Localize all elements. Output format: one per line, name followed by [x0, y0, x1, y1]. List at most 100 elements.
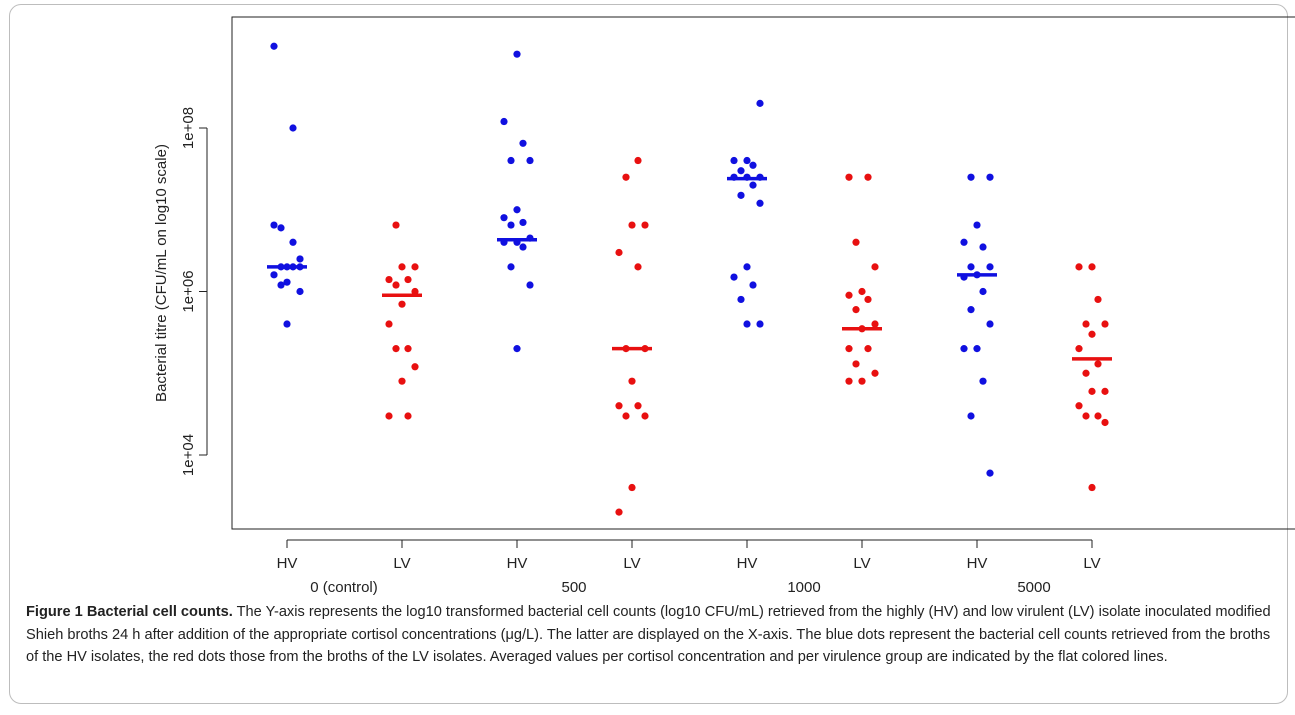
x-tick-label: LV — [1083, 555, 1100, 572]
lv-data-point — [1094, 296, 1101, 303]
hv-data-point — [979, 288, 986, 295]
lv-data-point — [864, 296, 871, 303]
x-tick-label: LV — [623, 555, 640, 572]
hv-data-point — [756, 100, 763, 107]
lv-data-point — [864, 345, 871, 352]
hv-data-point — [507, 157, 514, 164]
lv-data-point — [1075, 263, 1082, 270]
hv-data-point — [979, 243, 986, 250]
hv-data-point — [756, 200, 763, 207]
lv-data-point — [1101, 419, 1108, 426]
lv-data-point — [852, 360, 859, 367]
plot-area — [232, 17, 1295, 529]
hv-data-point — [967, 306, 974, 313]
lv-data-point — [845, 345, 852, 352]
hv-data-point — [526, 157, 533, 164]
hv-data-point — [513, 51, 520, 58]
hv-data-point — [519, 140, 526, 147]
y-tick-label: 1e+08 — [180, 107, 197, 149]
lv-data-point — [392, 281, 399, 288]
lv-data-point — [1101, 388, 1108, 395]
lv-data-point — [628, 221, 635, 228]
lv-data-point — [615, 402, 622, 409]
hv-data-point — [296, 288, 303, 295]
hv-data-point — [986, 470, 993, 477]
lv-data-point — [845, 292, 852, 299]
x-tick-label: LV — [393, 555, 410, 572]
hv-data-point — [513, 345, 520, 352]
y-axis-label: Bacterial titre (CFU/mL on log10 scale) — [153, 144, 170, 402]
hv-data-point — [500, 214, 507, 221]
lv-data-point — [622, 412, 629, 419]
lv-data-point — [411, 363, 418, 370]
hv-data-point — [526, 281, 533, 288]
lv-data-point — [634, 263, 641, 270]
hv-data-point — [967, 174, 974, 181]
x-tick-label: LV — [853, 555, 870, 572]
figure-caption: Figure 1 Bacterial cell counts. The Y-ax… — [26, 601, 1276, 669]
lv-data-point — [628, 378, 635, 385]
lv-data-point — [634, 402, 641, 409]
x-group-label: 500 — [561, 579, 586, 596]
hv-data-point — [507, 263, 514, 270]
lv-data-point — [404, 412, 411, 419]
lv-data-point — [622, 174, 629, 181]
hv-data-point — [756, 320, 763, 327]
lv-data-point — [1094, 360, 1101, 367]
lv-data-point — [634, 157, 641, 164]
scatter-plot: Bacterial titre (CFU/mL on log10 scale) … — [0, 0, 1295, 600]
lv-data-point — [628, 484, 635, 491]
hv-data-point — [986, 174, 993, 181]
lv-data-point — [858, 288, 865, 295]
y-tick-label: 1e+06 — [180, 270, 197, 312]
hv-data-point — [296, 255, 303, 262]
x-axis: HV LV HV LV HV LV HV LV 0 (control) 500 1000 5000 — [277, 540, 1101, 596]
lv-data-point — [852, 239, 859, 246]
hv-data-point — [270, 271, 277, 278]
lv-data-point — [1075, 402, 1082, 409]
hv-data-point — [737, 192, 744, 199]
lv-data-point — [845, 174, 852, 181]
x-group-label: 1000 — [787, 579, 820, 596]
data-points — [270, 43, 1108, 516]
lv-data-point — [871, 263, 878, 270]
lv-data-point — [385, 412, 392, 419]
hv-data-point — [973, 221, 980, 228]
lv-data-point — [392, 345, 399, 352]
hv-data-point — [519, 243, 526, 250]
hv-data-point — [507, 221, 514, 228]
lv-data-point — [1082, 370, 1089, 377]
lv-data-point — [398, 263, 405, 270]
hv-data-point — [973, 345, 980, 352]
lv-data-point — [1088, 484, 1095, 491]
hv-data-point — [979, 378, 986, 385]
lv-data-point — [404, 345, 411, 352]
caption-title: Figure 1 Bacterial cell counts. — [26, 604, 233, 620]
lv-data-point — [641, 412, 648, 419]
hv-data-point — [986, 320, 993, 327]
lv-data-point — [385, 276, 392, 283]
hv-data-point — [743, 157, 750, 164]
lv-data-point — [1082, 320, 1089, 327]
lv-data-point — [404, 276, 411, 283]
x-tick-label: HV — [507, 555, 528, 572]
hv-data-point — [730, 157, 737, 164]
mean-lines — [267, 179, 1112, 359]
hv-data-point — [283, 320, 290, 327]
lv-data-point — [871, 370, 878, 377]
lv-data-point — [385, 320, 392, 327]
y-tick-label: 1e+04 — [180, 434, 197, 476]
x-group-label: 0 (control) — [310, 579, 378, 596]
hv-data-point — [513, 206, 520, 213]
hv-data-point — [960, 239, 967, 246]
lv-data-point — [392, 221, 399, 228]
hv-data-point — [277, 281, 284, 288]
hv-data-point — [500, 118, 507, 125]
x-group-label: 5000 — [1017, 579, 1050, 596]
hv-data-point — [749, 281, 756, 288]
lv-data-point — [398, 301, 405, 308]
hv-data-point — [967, 412, 974, 419]
lv-data-point — [615, 249, 622, 256]
hv-data-point — [737, 296, 744, 303]
hv-data-point — [519, 219, 526, 226]
